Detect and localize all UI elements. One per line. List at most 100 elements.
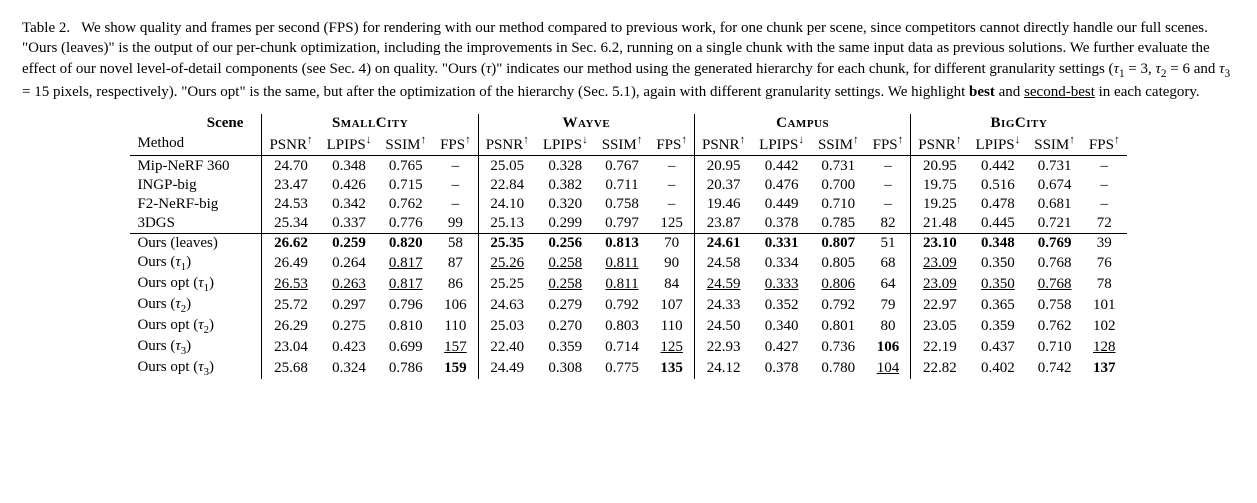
metric-header: FPS↑ xyxy=(649,133,694,156)
cell: 0.721 xyxy=(1027,214,1082,234)
cell: 99 xyxy=(433,214,478,234)
cell: 24.50 xyxy=(695,316,753,337)
cell: – xyxy=(1082,155,1127,176)
cell: 0.258 xyxy=(536,274,595,295)
cell: 64 xyxy=(866,274,911,295)
cell: 0.350 xyxy=(968,274,1027,295)
cell: 0.806 xyxy=(811,274,866,295)
metric-header: FPS↑ xyxy=(1082,133,1127,156)
cell: 23.10 xyxy=(911,233,969,253)
metric-header: PSNR↑ xyxy=(911,133,969,156)
cell: 102 xyxy=(1082,316,1127,337)
cell: 22.19 xyxy=(911,337,969,358)
cell: 0.342 xyxy=(320,195,379,214)
cell: 0.320 xyxy=(536,195,595,214)
cell: – xyxy=(649,155,694,176)
method-name: Ours (leaves) xyxy=(130,233,262,253)
table-row: Ours (leaves)26.620.2590.8205825.350.256… xyxy=(130,233,1126,253)
cell: 82 xyxy=(866,214,911,234)
cell: 68 xyxy=(866,253,911,274)
cell: 0.359 xyxy=(536,337,595,358)
cell: 0.365 xyxy=(968,295,1027,316)
cell: 80 xyxy=(866,316,911,337)
method-name: 3DGS xyxy=(130,214,262,234)
table-row: Mip-NeRF 36024.700.3480.765–25.050.3280.… xyxy=(130,155,1126,176)
cell: 0.817 xyxy=(378,274,433,295)
method-name: F2-NeRF-big xyxy=(130,195,262,214)
cell: 58 xyxy=(433,233,478,253)
cell: 0.731 xyxy=(811,155,866,176)
table-row: Ours (τ1)26.490.2640.8178725.260.2580.81… xyxy=(130,253,1126,274)
cell: 0.731 xyxy=(1027,155,1082,176)
cell: 0.810 xyxy=(378,316,433,337)
metric-header: SSIM↑ xyxy=(595,133,650,156)
cell: 110 xyxy=(649,316,694,337)
cell: 22.40 xyxy=(478,337,536,358)
cell: 23.87 xyxy=(695,214,753,234)
scene-header: Wayve xyxy=(478,114,694,133)
results-table: Scene SmallCityWayveCampusBigCity Method… xyxy=(130,114,1126,379)
cell: 26.29 xyxy=(262,316,320,337)
cell: 0.715 xyxy=(378,176,433,195)
cell: 0.334 xyxy=(752,253,811,274)
metric-header: LPIPS↓ xyxy=(536,133,595,156)
cell: 24.12 xyxy=(695,358,753,379)
cell: 0.710 xyxy=(1027,337,1082,358)
cell: 25.26 xyxy=(478,253,536,274)
cell: 0.427 xyxy=(752,337,811,358)
cell: 0.340 xyxy=(752,316,811,337)
cell: 0.279 xyxy=(536,295,595,316)
cell: 0.817 xyxy=(378,253,433,274)
cell: 0.785 xyxy=(811,214,866,234)
cell: 0.742 xyxy=(1027,358,1082,379)
cell: 23.09 xyxy=(911,253,969,274)
cell: 0.700 xyxy=(811,176,866,195)
cell: 51 xyxy=(866,233,911,253)
cell: 70 xyxy=(649,233,694,253)
cell: – xyxy=(866,155,911,176)
cell: 25.68 xyxy=(262,358,320,379)
cell: 23.09 xyxy=(911,274,969,295)
cell: 22.82 xyxy=(911,358,969,379)
cell: 23.05 xyxy=(911,316,969,337)
cell: 0.263 xyxy=(320,274,379,295)
cell: – xyxy=(433,195,478,214)
cell: 0.258 xyxy=(536,253,595,274)
cell: 0.681 xyxy=(1027,195,1082,214)
cell: – xyxy=(433,176,478,195)
cell: 0.807 xyxy=(811,233,866,253)
cell: 0.775 xyxy=(595,358,650,379)
metric-header-row: Method PSNR↑LPIPS↓SSIM↑FPS↑PSNR↑LPIPS↓SS… xyxy=(130,133,1126,156)
cell: 0.516 xyxy=(968,176,1027,195)
cell: 0.352 xyxy=(752,295,811,316)
cell: 0.324 xyxy=(320,358,379,379)
cell: 24.58 xyxy=(695,253,753,274)
cell: 101 xyxy=(1082,295,1127,316)
cell: 26.62 xyxy=(262,233,320,253)
method-name: Mip-NeRF 360 xyxy=(130,155,262,176)
method-name: Ours opt (τ2) xyxy=(130,316,262,337)
cell: 125 xyxy=(649,337,694,358)
method-name: INGP-big xyxy=(130,176,262,195)
cell: 0.769 xyxy=(1027,233,1082,253)
cell: 25.25 xyxy=(478,274,536,295)
metric-header: SSIM↑ xyxy=(811,133,866,156)
metric-header: FPS↑ xyxy=(866,133,911,156)
cell: 0.776 xyxy=(378,214,433,234)
cell: 23.47 xyxy=(262,176,320,195)
cell: 0.767 xyxy=(595,155,650,176)
method-name: Ours opt (τ1) xyxy=(130,274,262,295)
cell: 0.811 xyxy=(595,253,650,274)
cell: 0.378 xyxy=(752,358,811,379)
cell: 0.758 xyxy=(595,195,650,214)
cell: 0.758 xyxy=(1027,295,1082,316)
cell: 0.803 xyxy=(595,316,650,337)
cell: 0.442 xyxy=(968,155,1027,176)
cell: 0.264 xyxy=(320,253,379,274)
cell: 24.10 xyxy=(478,195,536,214)
cell: 0.359 xyxy=(968,316,1027,337)
cell: 21.48 xyxy=(911,214,969,234)
scene-header: Campus xyxy=(695,114,911,133)
cell: 0.711 xyxy=(595,176,650,195)
cell: 25.35 xyxy=(478,233,536,253)
